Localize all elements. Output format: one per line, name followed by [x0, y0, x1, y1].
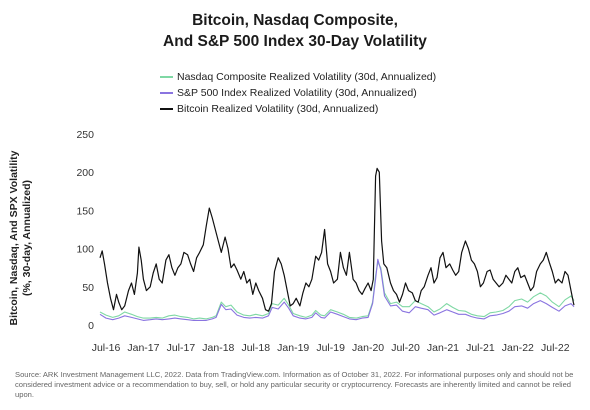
y-tick-label: 150: [76, 205, 94, 217]
x-tick-label: Jul-17: [167, 342, 196, 354]
y-tick-label: 200: [76, 167, 94, 179]
chart-title-line-2: And S&P 500 Index 30-Day Volatility: [163, 33, 427, 50]
y-axis-label-line-2: (%, 30-day, Annualized): [21, 180, 33, 296]
y-tick-label: 100: [76, 244, 94, 256]
y-axis-label: Bitcoin, Nasdaq, And SPX Volatility (%, …: [2, 148, 42, 328]
legend-label-bitcoin: Bitcoin Realized Volatility (30d, Annual…: [177, 103, 379, 115]
x-tick-label: Jan-17: [127, 342, 159, 354]
chart-title: Bitcoin, Nasdaq Composite, And S&P 500 I…: [0, 10, 590, 52]
chart-legend: Nasdaq Composite Realized Volatility (30…: [160, 69, 436, 117]
x-tick-label: Jul-22: [541, 342, 570, 354]
legend-item-nasdaq: Nasdaq Composite Realized Volatility (30…: [160, 69, 436, 85]
x-tick-label: Jan-22: [502, 342, 534, 354]
nasdaq-volatility-line: [99, 261, 575, 320]
y-axis-label-line-1: Bitcoin, Nasdaq, And SPX Volatility: [8, 150, 20, 325]
chart-title-line-1: Bitcoin, Nasdaq Composite,: [192, 12, 398, 29]
legend-swatch-nasdaq: [160, 76, 173, 78]
legend-item-bitcoin: Bitcoin Realized Volatility (30d, Annual…: [160, 101, 436, 117]
y-axis-ticks: 0 50 100 150 200 250: [76, 129, 94, 332]
y-tick-label: 0: [88, 320, 94, 332]
legend-item-sp500: S&P 500 Index Realized Volatility (30d, …: [160, 85, 436, 101]
series-layer: [99, 167, 575, 321]
x-tick-label: Jul-16: [92, 342, 121, 354]
x-tick-label: Jan-19: [277, 342, 309, 354]
x-tick-label: Jan-21: [427, 342, 459, 354]
legend-swatch-bitcoin: [160, 108, 173, 110]
x-tick-label: Jan-20: [352, 342, 384, 354]
y-tick-label: 50: [82, 282, 94, 294]
x-axis-ticks: Jul-16 Jan-17 Jul-17 Jan-18 Jul-18 Jan-19 Jul-…: [92, 342, 570, 354]
x-tick-label: Jul-21: [466, 342, 495, 354]
legend-swatch-sp500: [160, 92, 173, 94]
x-tick-label: Jul-18: [241, 342, 270, 354]
x-tick-label: Jul-19: [316, 342, 345, 354]
source-footnote: Source: ARK Investment Management LLC, 2…: [15, 370, 574, 399]
legend-label-sp500: S&P 500 Index Realized Volatility (30d, …: [177, 87, 417, 99]
y-tick-label: 250: [76, 129, 94, 141]
bitcoin-volatility-line: [99, 167, 575, 312]
volatility-line-chart: 0 50 100 150 200 250 Jul-16 Jan-17 Jul-17 Jan-18…: [76, 129, 575, 354]
sp500-volatility-line: [99, 258, 575, 321]
x-tick-label: Jan-18: [202, 342, 234, 354]
x-tick-label: Jul-20: [391, 342, 420, 354]
legend-label-nasdaq: Nasdaq Composite Realized Volatility (30…: [177, 71, 437, 83]
